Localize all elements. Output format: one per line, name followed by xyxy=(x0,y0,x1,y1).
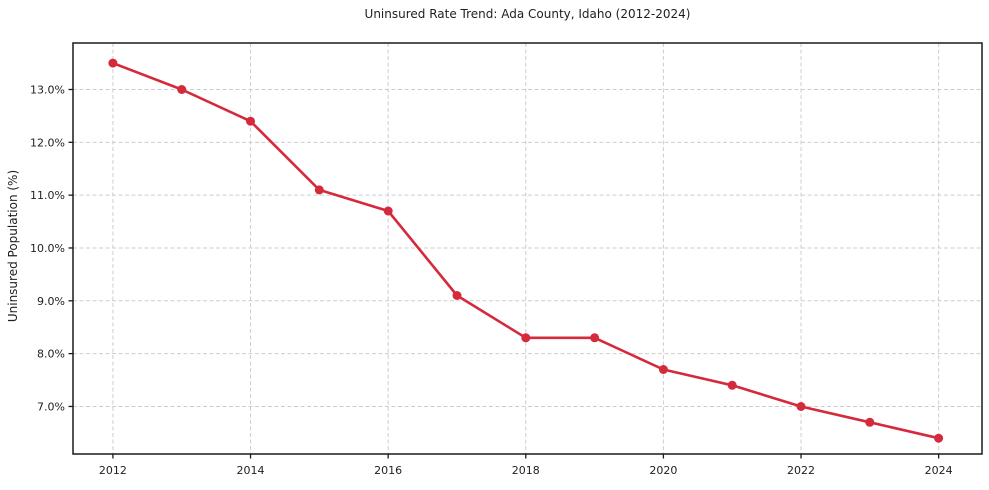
data-point xyxy=(177,85,187,94)
data-point xyxy=(521,333,531,343)
y-tick-label: 12.0% xyxy=(30,136,65,149)
data-point xyxy=(314,185,324,195)
x-tick-label: 2014 xyxy=(237,464,265,477)
x-tick-label: 2018 xyxy=(512,464,540,477)
y-tick-label: 8.0% xyxy=(37,348,65,361)
data-point xyxy=(727,380,737,390)
x-tick-label: 2012 xyxy=(99,464,127,477)
data-point xyxy=(452,291,462,300)
data-point xyxy=(246,116,255,126)
x-tick-label: 2020 xyxy=(649,464,677,477)
data-point xyxy=(108,58,118,68)
data-point xyxy=(658,365,668,374)
data-point xyxy=(865,417,875,427)
data-point xyxy=(383,206,393,216)
x-tick-label: 2022 xyxy=(787,464,815,477)
y-tick-label: 11.0% xyxy=(30,189,65,202)
y-tick-label: 9.0% xyxy=(37,295,65,308)
data-point xyxy=(796,402,806,411)
chart-title: Uninsured Rate Trend: Ada County, Idaho … xyxy=(364,7,691,21)
x-tick-label: 2024 xyxy=(925,464,953,477)
y-tick-label: 10.0% xyxy=(30,242,65,255)
data-point xyxy=(590,333,600,343)
y-tick-label: 7.0% xyxy=(37,400,65,413)
data-point xyxy=(934,433,944,443)
x-tick-label: 2016 xyxy=(374,464,402,477)
y-tick-label: 13.0% xyxy=(30,83,65,96)
plot-frame xyxy=(72,42,983,455)
